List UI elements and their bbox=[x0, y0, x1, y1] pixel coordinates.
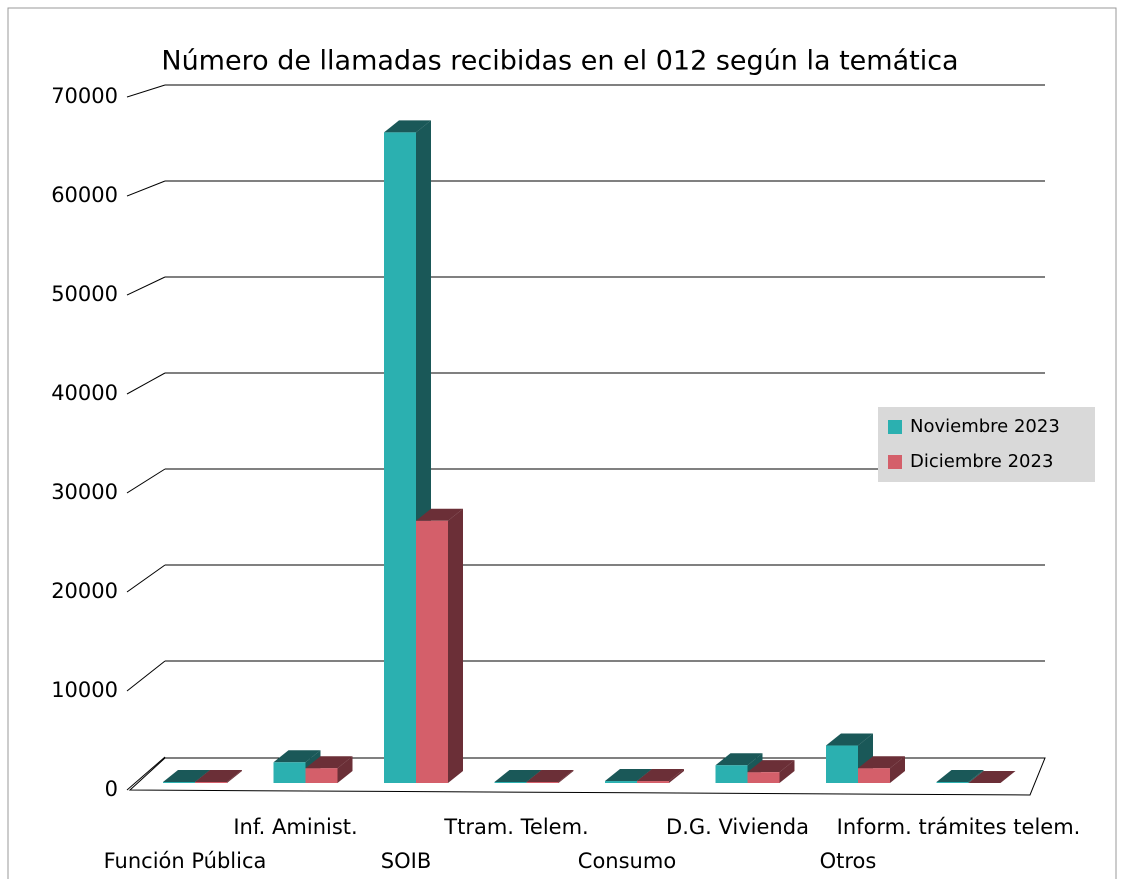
y-tick-label: 40000 bbox=[51, 381, 118, 405]
bar-side bbox=[779, 760, 795, 783]
tick-diagonal bbox=[126, 372, 166, 395]
x-tick-label: Inform. trámites telem. bbox=[837, 815, 1081, 839]
bar-side bbox=[669, 769, 684, 783]
tick-diagonal bbox=[126, 84, 166, 98]
bar-side bbox=[890, 756, 905, 783]
x-tick-label: Otros bbox=[820, 849, 877, 873]
chart-title: Número de llamadas recibidas en el 012 s… bbox=[161, 46, 958, 77]
y-tick-label: 60000 bbox=[51, 183, 118, 207]
x-tick-label: Ttram. Telem. bbox=[443, 815, 588, 839]
legend-swatch bbox=[888, 455, 902, 469]
floor bbox=[128, 757, 1046, 796]
bar bbox=[305, 768, 338, 783]
legend-swatch bbox=[888, 420, 902, 434]
bar-side bbox=[227, 770, 242, 783]
bar bbox=[416, 520, 448, 783]
bar-top bbox=[858, 756, 905, 769]
y-tick-label: 30000 bbox=[51, 480, 118, 504]
bar-top bbox=[384, 120, 431, 133]
bar bbox=[715, 765, 748, 783]
tick-diagonal bbox=[126, 276, 166, 296]
bar bbox=[637, 781, 669, 783]
tick-diagonal bbox=[126, 180, 166, 197]
bar-top bbox=[305, 756, 353, 769]
x-tick-label: Inf. Aminist. bbox=[233, 815, 357, 839]
bar-top bbox=[826, 733, 873, 746]
bar bbox=[747, 772, 780, 783]
bar-top bbox=[526, 770, 574, 783]
bar-side bbox=[968, 770, 984, 783]
bar-top bbox=[195, 770, 242, 783]
bar-top bbox=[968, 771, 1016, 783]
y-tick-label: 10000 bbox=[51, 678, 118, 702]
bar bbox=[273, 762, 306, 783]
tick-diagonal bbox=[126, 468, 166, 494]
y-tick-label: 20000 bbox=[51, 579, 118, 603]
x-tick-label: Función Pública bbox=[104, 849, 267, 873]
bar bbox=[526, 782, 559, 783]
bar bbox=[858, 768, 890, 783]
bar-top bbox=[747, 760, 795, 773]
bar-side bbox=[448, 508, 463, 783]
bar-side bbox=[558, 770, 574, 783]
bar-top bbox=[936, 770, 984, 783]
legend-label: Diciembre 2023 bbox=[910, 451, 1053, 472]
bar-side bbox=[337, 756, 353, 783]
bar-top bbox=[163, 770, 210, 783]
bar bbox=[163, 782, 195, 783]
bar bbox=[826, 745, 858, 783]
frame bbox=[7, 7, 1117, 879]
bar bbox=[494, 782, 527, 783]
x-tick-label: Consumo bbox=[578, 849, 676, 873]
bar-top bbox=[494, 770, 542, 783]
tick-diagonal bbox=[126, 756, 166, 791]
bar bbox=[195, 782, 227, 783]
bar bbox=[384, 132, 416, 783]
x-tick-label: D.G. Vivienda bbox=[666, 815, 809, 839]
bar-top bbox=[605, 769, 652, 782]
tick-diagonal bbox=[126, 564, 166, 593]
y-tick-label: 70000 bbox=[51, 84, 118, 108]
bar-top bbox=[637, 769, 684, 782]
x-tick-label: SOIB bbox=[381, 849, 431, 873]
y-tick-label: 50000 bbox=[51, 282, 118, 306]
bar bbox=[936, 782, 969, 783]
bar bbox=[605, 781, 637, 783]
legend-label: Noviembre 2023 bbox=[910, 416, 1060, 437]
legend-box bbox=[878, 407, 1095, 482]
tick-diagonal bbox=[126, 660, 166, 692]
bar-top bbox=[273, 750, 321, 763]
y-tick-label: 0 bbox=[105, 777, 118, 801]
bar-top bbox=[715, 753, 763, 766]
bar-top bbox=[416, 508, 463, 521]
